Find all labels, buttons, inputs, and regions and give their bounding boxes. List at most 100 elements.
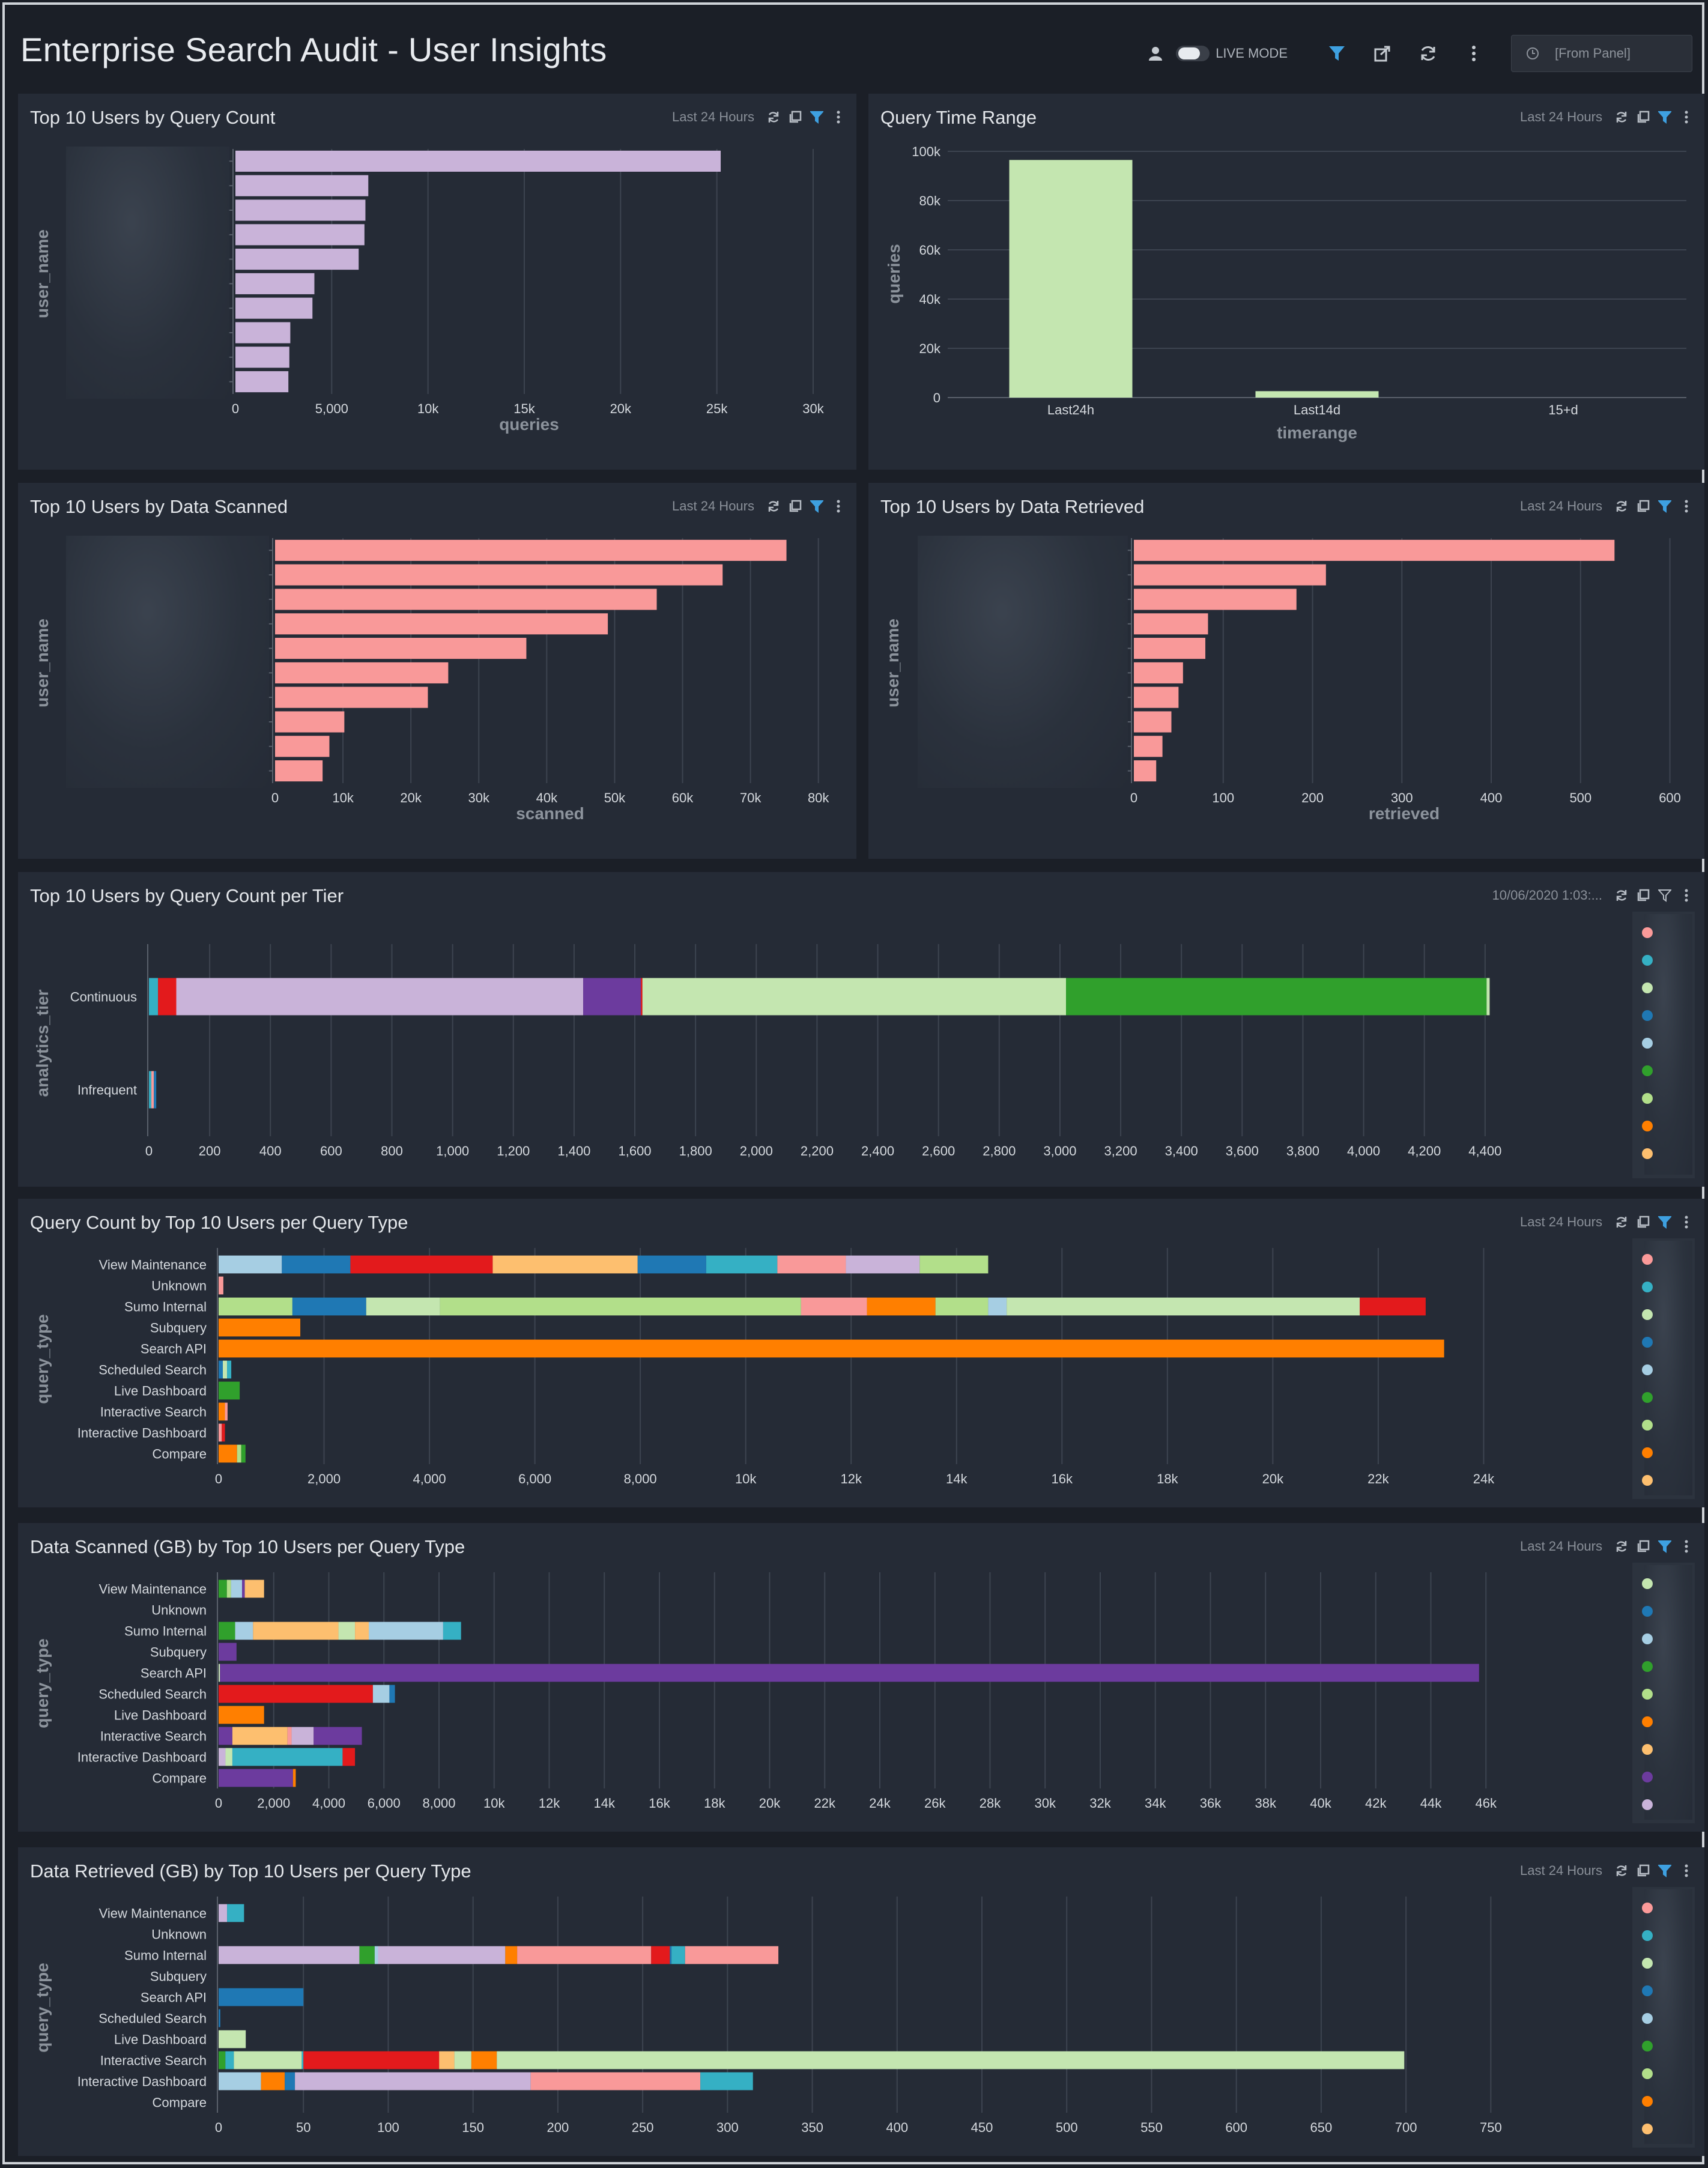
time-range-picker[interactable]: [From Panel] (1511, 35, 1692, 72)
library-icon[interactable] (1635, 1214, 1651, 1230)
library-icon[interactable] (787, 498, 803, 514)
bar-segment (1066, 978, 1487, 1016)
legend-dot-peach[interactable] (1642, 2124, 1653, 2134)
legend-dot-orange[interactable] (1642, 1447, 1653, 1458)
panel-time-range[interactable]: Last 24 Hours (1520, 498, 1602, 513)
refresh-icon[interactable] (766, 498, 781, 514)
library-icon[interactable] (1635, 109, 1651, 125)
legend-dot-lightgreen[interactable] (1642, 1578, 1653, 1589)
bar-segment (219, 1988, 304, 2006)
more-options-icon[interactable] (1679, 1539, 1694, 1554)
panel-time-range[interactable]: 10/06/2020 1:03:... (1492, 888, 1603, 903)
legend-dot-lightblue[interactable] (1642, 1634, 1653, 1644)
bar-segment (777, 1255, 846, 1274)
filter-icon[interactable] (1325, 41, 1349, 65)
share-icon[interactable] (1370, 41, 1395, 65)
filter-icon[interactable] (1657, 1214, 1673, 1230)
more-options-icon[interactable] (1679, 1863, 1694, 1879)
more-options-icon[interactable] (1679, 888, 1694, 903)
more-options-icon[interactable] (1679, 109, 1694, 125)
bar-segment (287, 1727, 292, 1745)
legend-dot-pink[interactable] (1642, 927, 1653, 938)
library-icon[interactable] (1635, 1863, 1651, 1879)
refresh-icon[interactable] (766, 109, 781, 125)
refresh-icon[interactable] (1614, 888, 1629, 903)
bar-segment (440, 1297, 801, 1316)
dashboard-toolbar: LIVE MODE [From Panel] (1133, 32, 1692, 74)
legend-dot-orange[interactable] (1642, 2096, 1653, 2107)
legend-dot-lavender[interactable] (1642, 1799, 1653, 1810)
legend-dot-lightgreen[interactable] (1642, 1958, 1653, 1969)
refresh-icon[interactable] (1614, 1863, 1629, 1879)
panel-time-range[interactable]: Last 24 Hours (1520, 109, 1602, 124)
panel-time-range[interactable]: Last 24 Hours (1520, 1214, 1602, 1229)
refresh-icon[interactable] (1614, 109, 1629, 125)
legend-dot-teal[interactable] (1642, 1930, 1653, 1941)
legend-dot-lightgreen[interactable] (1642, 1309, 1653, 1320)
library-icon[interactable] (1635, 888, 1651, 903)
panel-time-range[interactable]: Last 24 Hours (672, 109, 754, 124)
library-icon[interactable] (1635, 498, 1651, 514)
legend-dot-green[interactable] (1642, 1392, 1653, 1403)
filter-icon[interactable] (1657, 1863, 1673, 1879)
y-axis-title: user_name (883, 619, 902, 707)
filter-icon[interactable] (1657, 1539, 1673, 1554)
bar (275, 736, 330, 757)
legend-dot-lightblue[interactable] (1642, 1364, 1653, 1375)
legend-dot-palegreen[interactable] (1642, 1689, 1653, 1700)
x-tick-label: 40k (1310, 1796, 1331, 1811)
panel-time-range[interactable]: Last 24 Hours (1520, 1539, 1602, 1554)
legend-dot-green[interactable] (1642, 2041, 1653, 2051)
refresh-icon[interactable] (1614, 1214, 1629, 1230)
more-options-icon[interactable] (1462, 41, 1486, 65)
filter-icon[interactable] (809, 498, 825, 514)
legend-dot-palegreen[interactable] (1642, 1093, 1653, 1104)
panel-time-range[interactable]: Last 24 Hours (1520, 1863, 1602, 1878)
refresh-icon[interactable] (1614, 1539, 1629, 1554)
legend-dot-peach[interactable] (1642, 1475, 1653, 1486)
live-mode-toggle[interactable] (1176, 46, 1210, 61)
more-options-icon[interactable] (831, 498, 846, 514)
legend-dot-blue[interactable] (1642, 1606, 1653, 1617)
filter-icon[interactable] (1657, 109, 1673, 125)
filter-icon[interactable] (809, 109, 825, 125)
bar-segment (443, 1621, 461, 1640)
legend-dot-orange[interactable] (1642, 1716, 1653, 1727)
panel-time-range[interactable]: Last 24 Hours (672, 498, 754, 513)
library-icon[interactable] (787, 109, 803, 125)
legend-dot-green[interactable] (1642, 1661, 1653, 1672)
more-options-icon[interactable] (1679, 1214, 1694, 1230)
y-tick-label: Interactive Dashboard (77, 1426, 207, 1441)
legend-dot-lightblue[interactable] (1642, 2013, 1653, 2024)
legend-dot-lightblue[interactable] (1642, 1038, 1653, 1049)
clock-icon (1527, 47, 1539, 59)
refresh-icon[interactable] (1416, 41, 1440, 65)
filter-icon[interactable] (1657, 888, 1673, 903)
x-tick-label: 12k (840, 1471, 862, 1486)
live-mode-control[interactable]: LIVE MODE (1170, 46, 1288, 61)
legend-dot-peach[interactable] (1642, 1744, 1653, 1755)
legend-dot-green[interactable] (1642, 1065, 1653, 1076)
legend-dot-orange[interactable] (1642, 1121, 1653, 1131)
more-options-icon[interactable] (831, 109, 846, 125)
legend-dot-teal[interactable] (1642, 955, 1653, 966)
legend-dot-blue[interactable] (1642, 1010, 1653, 1021)
legend-dot-palegreen[interactable] (1642, 2068, 1653, 2079)
panel-toolbar: Last 24 Hours (1520, 1214, 1697, 1230)
legend-dot-blue[interactable] (1642, 1337, 1653, 1348)
more-options-icon[interactable] (1679, 498, 1694, 514)
legend-dot-purple[interactable] (1642, 1772, 1653, 1782)
library-icon[interactable] (1635, 1539, 1651, 1554)
legend-dot-peach[interactable] (1642, 1148, 1653, 1159)
x-tick-label: 1,800 (679, 1143, 712, 1158)
legend-dot-lightgreen[interactable] (1642, 983, 1653, 993)
legend-dot-pink[interactable] (1642, 1903, 1653, 1913)
legend-dot-teal[interactable] (1642, 1282, 1653, 1292)
legend-dot-palegreen[interactable] (1642, 1420, 1653, 1431)
user-icon[interactable] (1143, 41, 1167, 65)
filter-icon[interactable] (1657, 498, 1673, 514)
refresh-icon[interactable] (1614, 498, 1629, 514)
legend-dot-pink[interactable] (1642, 1254, 1653, 1265)
legend-dot-blue[interactable] (1642, 1985, 1653, 1996)
